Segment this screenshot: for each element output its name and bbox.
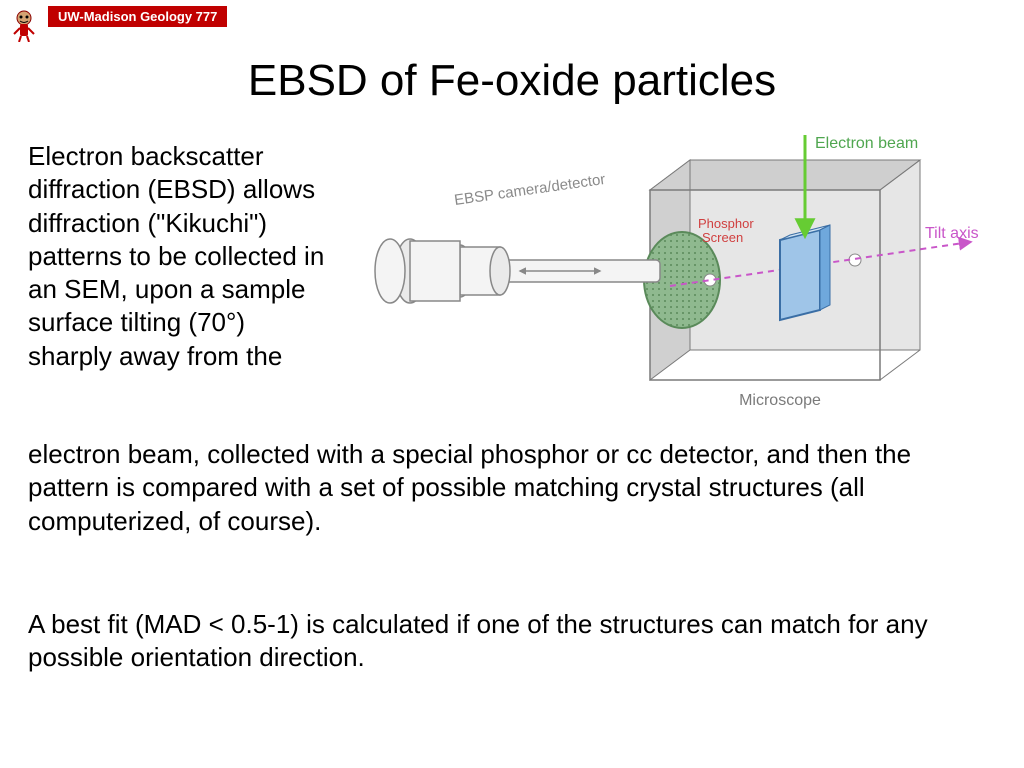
ebsp-detector <box>375 239 660 303</box>
best-fit-paragraph: A best fit (MAD < 0.5-1) is calculated i… <box>28 608 988 675</box>
sample-tilted <box>780 225 830 320</box>
header-bar: UW-Madison Geology 777 <box>6 6 227 42</box>
label-tilt-axis: Tilt axis <box>925 225 979 242</box>
ebsd-diagram: Electron beam Tilt axis Microscope EBSP … <box>350 130 990 410</box>
intro-paragraph-left: Electron backscatter diffraction (EBSD) … <box>28 140 328 373</box>
intro-paragraph-bottom: electron beam, collected with a special … <box>28 438 988 538</box>
label-phosphor-1: Phosphor <box>698 216 754 231</box>
bucky-logo-icon <box>6 6 42 42</box>
label-ebsp-camera: EBSP camera/detector <box>453 171 606 209</box>
page-title: EBSD of Fe-oxide particles <box>0 56 1024 106</box>
course-badge: UW-Madison Geology 777 <box>48 6 227 27</box>
label-electron-beam: Electron beam <box>815 135 918 152</box>
label-microscope: Microscope <box>739 392 821 409</box>
label-phosphor-2: Screen <box>702 230 743 245</box>
